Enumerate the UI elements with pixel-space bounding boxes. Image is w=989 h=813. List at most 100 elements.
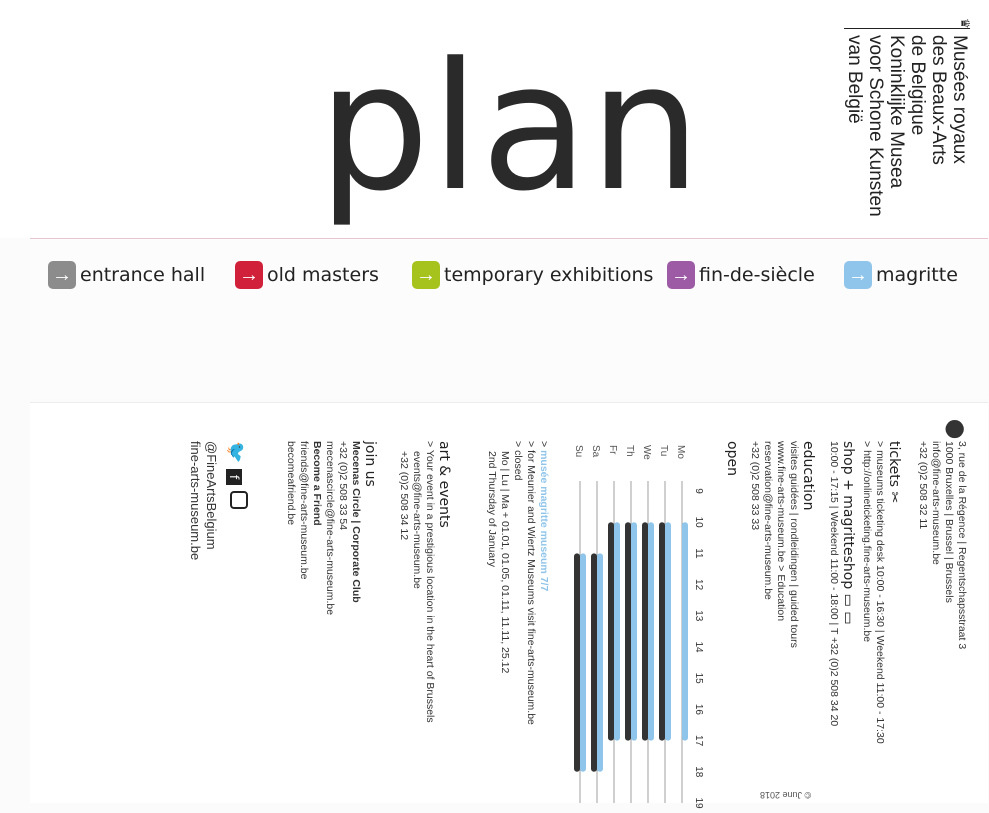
join-line: becomeafriend.be [285,441,297,526]
brand-block: ♛ Musées royaux des Beaux-Arts de Belgique… [820,18,980,233]
events-line: events@fine-arts-museum.be [411,451,423,589]
hour-tick-label: 11 [693,548,704,559]
brand-line: des Beaux-Arts [928,35,949,165]
open-note: > musée magritte museum 7/7 [538,441,550,592]
hour-tick-label: 19 [693,797,704,809]
legend-label: old masters [267,264,379,286]
ticket-icon: ✂ [886,491,902,504]
hour-tick-label: 13 [693,610,704,622]
day-label: Su [573,445,584,457]
shop-block: shop + magritteshop ▭ ▭ 10:00 - 17:15 | … [827,441,856,726]
magritte-hours-bar [597,553,603,772]
hour-tick-label: 18 [693,766,704,778]
opening-hours-chart: 9 10 11 12 13 14 15 16 17 18 19 Mo Tu We Th Fr Sa Su [573,445,704,809]
magritte-hours-bar [631,522,637,741]
legend-label: magritte [876,264,958,286]
museum-hours-bar [574,553,580,772]
arrow-right-icon: → [844,261,872,289]
museum-hours-bar [642,522,648,741]
join-heading: join us [362,441,378,487]
tickets-line: > museums ticketing desk 10:00 - 16:30 |… [874,441,886,744]
day-label: Mo [675,445,686,459]
hour-tick-label: 12 [693,579,704,591]
day-label: Th [624,445,635,457]
brand-line: van België [844,35,865,124]
website-link[interactable]: fine-arts-museum.be [188,441,203,561]
education-block: education visites guidées | rondleidinge… [748,441,816,648]
brand-name: Musées royaux des Beaux-Arts de Belgique Ko… [844,28,970,233]
brand-line: Koninklijke Musea [886,35,907,189]
hour-tick-label: 10 [693,517,704,529]
legend-item-fin-de-si-cle: → fin-de-siècle [667,261,815,289]
address-line: 3, rue de la Régence | Regentschapsstraa… [956,441,968,650]
instagram-icon[interactable] [230,490,248,509]
hour-tick-label: 16 [693,704,704,716]
legend-label: fin-de-siècle [699,264,815,286]
education-line: visites guidées | rondleidingen | guided… [788,441,800,648]
join-line: friends@fine-arts-museum.be [298,441,310,580]
museum-hours-bar [591,553,597,772]
address-block: ⬤ 3, rue de la Régence | Regentschapsstr… [916,419,968,650]
education-line: +32 (0)2 508 33 33 [749,441,761,531]
arrow-right-icon: → [667,261,695,289]
footer-date: © June 2018 [760,790,812,800]
open-note: > closed [512,441,524,481]
magritte-hours-bar [665,522,671,741]
open-note: 2nd Thursday of January [486,451,498,567]
museum-hours-bar [608,522,614,741]
open-heading: open [724,441,740,476]
social-handle[interactable]: @FineArtsBelgium [204,441,219,550]
address-line: +32 (0)2 508 32 11 [917,441,929,530]
hour-tick-label: 15 [693,673,704,685]
day-label: Fr [607,445,618,455]
arrow-right-icon: → [48,261,76,289]
shop-heading: shop + magritteshop [840,441,856,590]
magritte-hours-bar [682,522,688,741]
arrow-right-icon: → [235,261,263,289]
info-rotated: ⬤ 3, rue de la Régence | Regentschapsstr… [30,403,988,809]
magritte-hours-bar [614,522,620,741]
museum-hours-bar [659,522,665,741]
education-heading: education [800,441,816,511]
brand-line: voor Schone Kunsten [865,35,886,217]
magritte-hours-bar [580,553,586,772]
day-label: Sa [590,445,601,458]
events-line: > Your event in a prestigious location i… [424,441,436,723]
join-line: mecenascircle@fine-arts-museum.be [324,441,336,616]
education-line: reservation@fine-arts-museum.be [762,441,774,600]
legend-label: entrance hall [80,264,206,286]
social-block: 🐦 f @FineArtsBelgium fine-arts-museum.be [187,441,248,560]
join-block: join us Mecenas Circle | Corporate Club … [284,441,378,615]
twitter-icon[interactable]: 🐦 [225,441,246,464]
location-pin-icon: ⬤ [946,419,966,440]
open-notes: > musée magritte museum 7/7 > for Meunie… [485,441,550,725]
tickets-block: tickets ✂ > museums ticketing desk 10:00… [860,441,902,744]
day-label: We [641,445,652,460]
header-panel: plan ♛ Musées royaux des Beaux-Arts de Bel… [0,0,989,238]
legend-item-magritte: → magritte [844,261,958,289]
legend-item-temporary-exhibitions: → temporary exhibitions [412,261,653,289]
legend-label: temporary exhibitions [444,264,654,286]
day-label: Tu [658,445,669,456]
brand-line: Musées royaux [949,35,970,164]
arrow-right-icon: → [412,261,440,289]
legend-item-entrance-hall: → entrance hall [48,261,205,289]
crown-icon: ♛ [958,18,972,29]
brand-line: de Belgique [907,35,928,136]
facebook-icon[interactable]: f [226,469,242,486]
address-line: info@fine-arts-museum.be [930,441,942,565]
events-line: +32 (0)2 508 34 12 [398,451,410,541]
join-line: Become a Friend [311,441,323,526]
shop-line: 10:00 - 17:15 | Weekend 11:00 - 18:00 | … [828,441,840,727]
info-panel: ⬤ 3, rue de la Régence | Regentschapsstr… [30,402,988,809]
events-block: art & events > Your event in a prestigio… [397,441,452,723]
events-heading: art & events [436,441,452,528]
open-block: open [724,441,740,476]
open-note: > for Meunier and Wiertz Museums visit f… [525,441,537,725]
join-line: +32 (0)2 508 33 54 [337,441,349,531]
museum-hours-bar [625,522,631,741]
address-line: 1000 Bruxelles | Brussel | Brussels [943,441,955,603]
education-line: www.fine-arts-museum.be > Education [775,441,787,622]
tickets-line: > http://onlineticketing.fine-arts-museu… [861,441,873,643]
bag-icon: ▭ ▭ [840,593,856,625]
